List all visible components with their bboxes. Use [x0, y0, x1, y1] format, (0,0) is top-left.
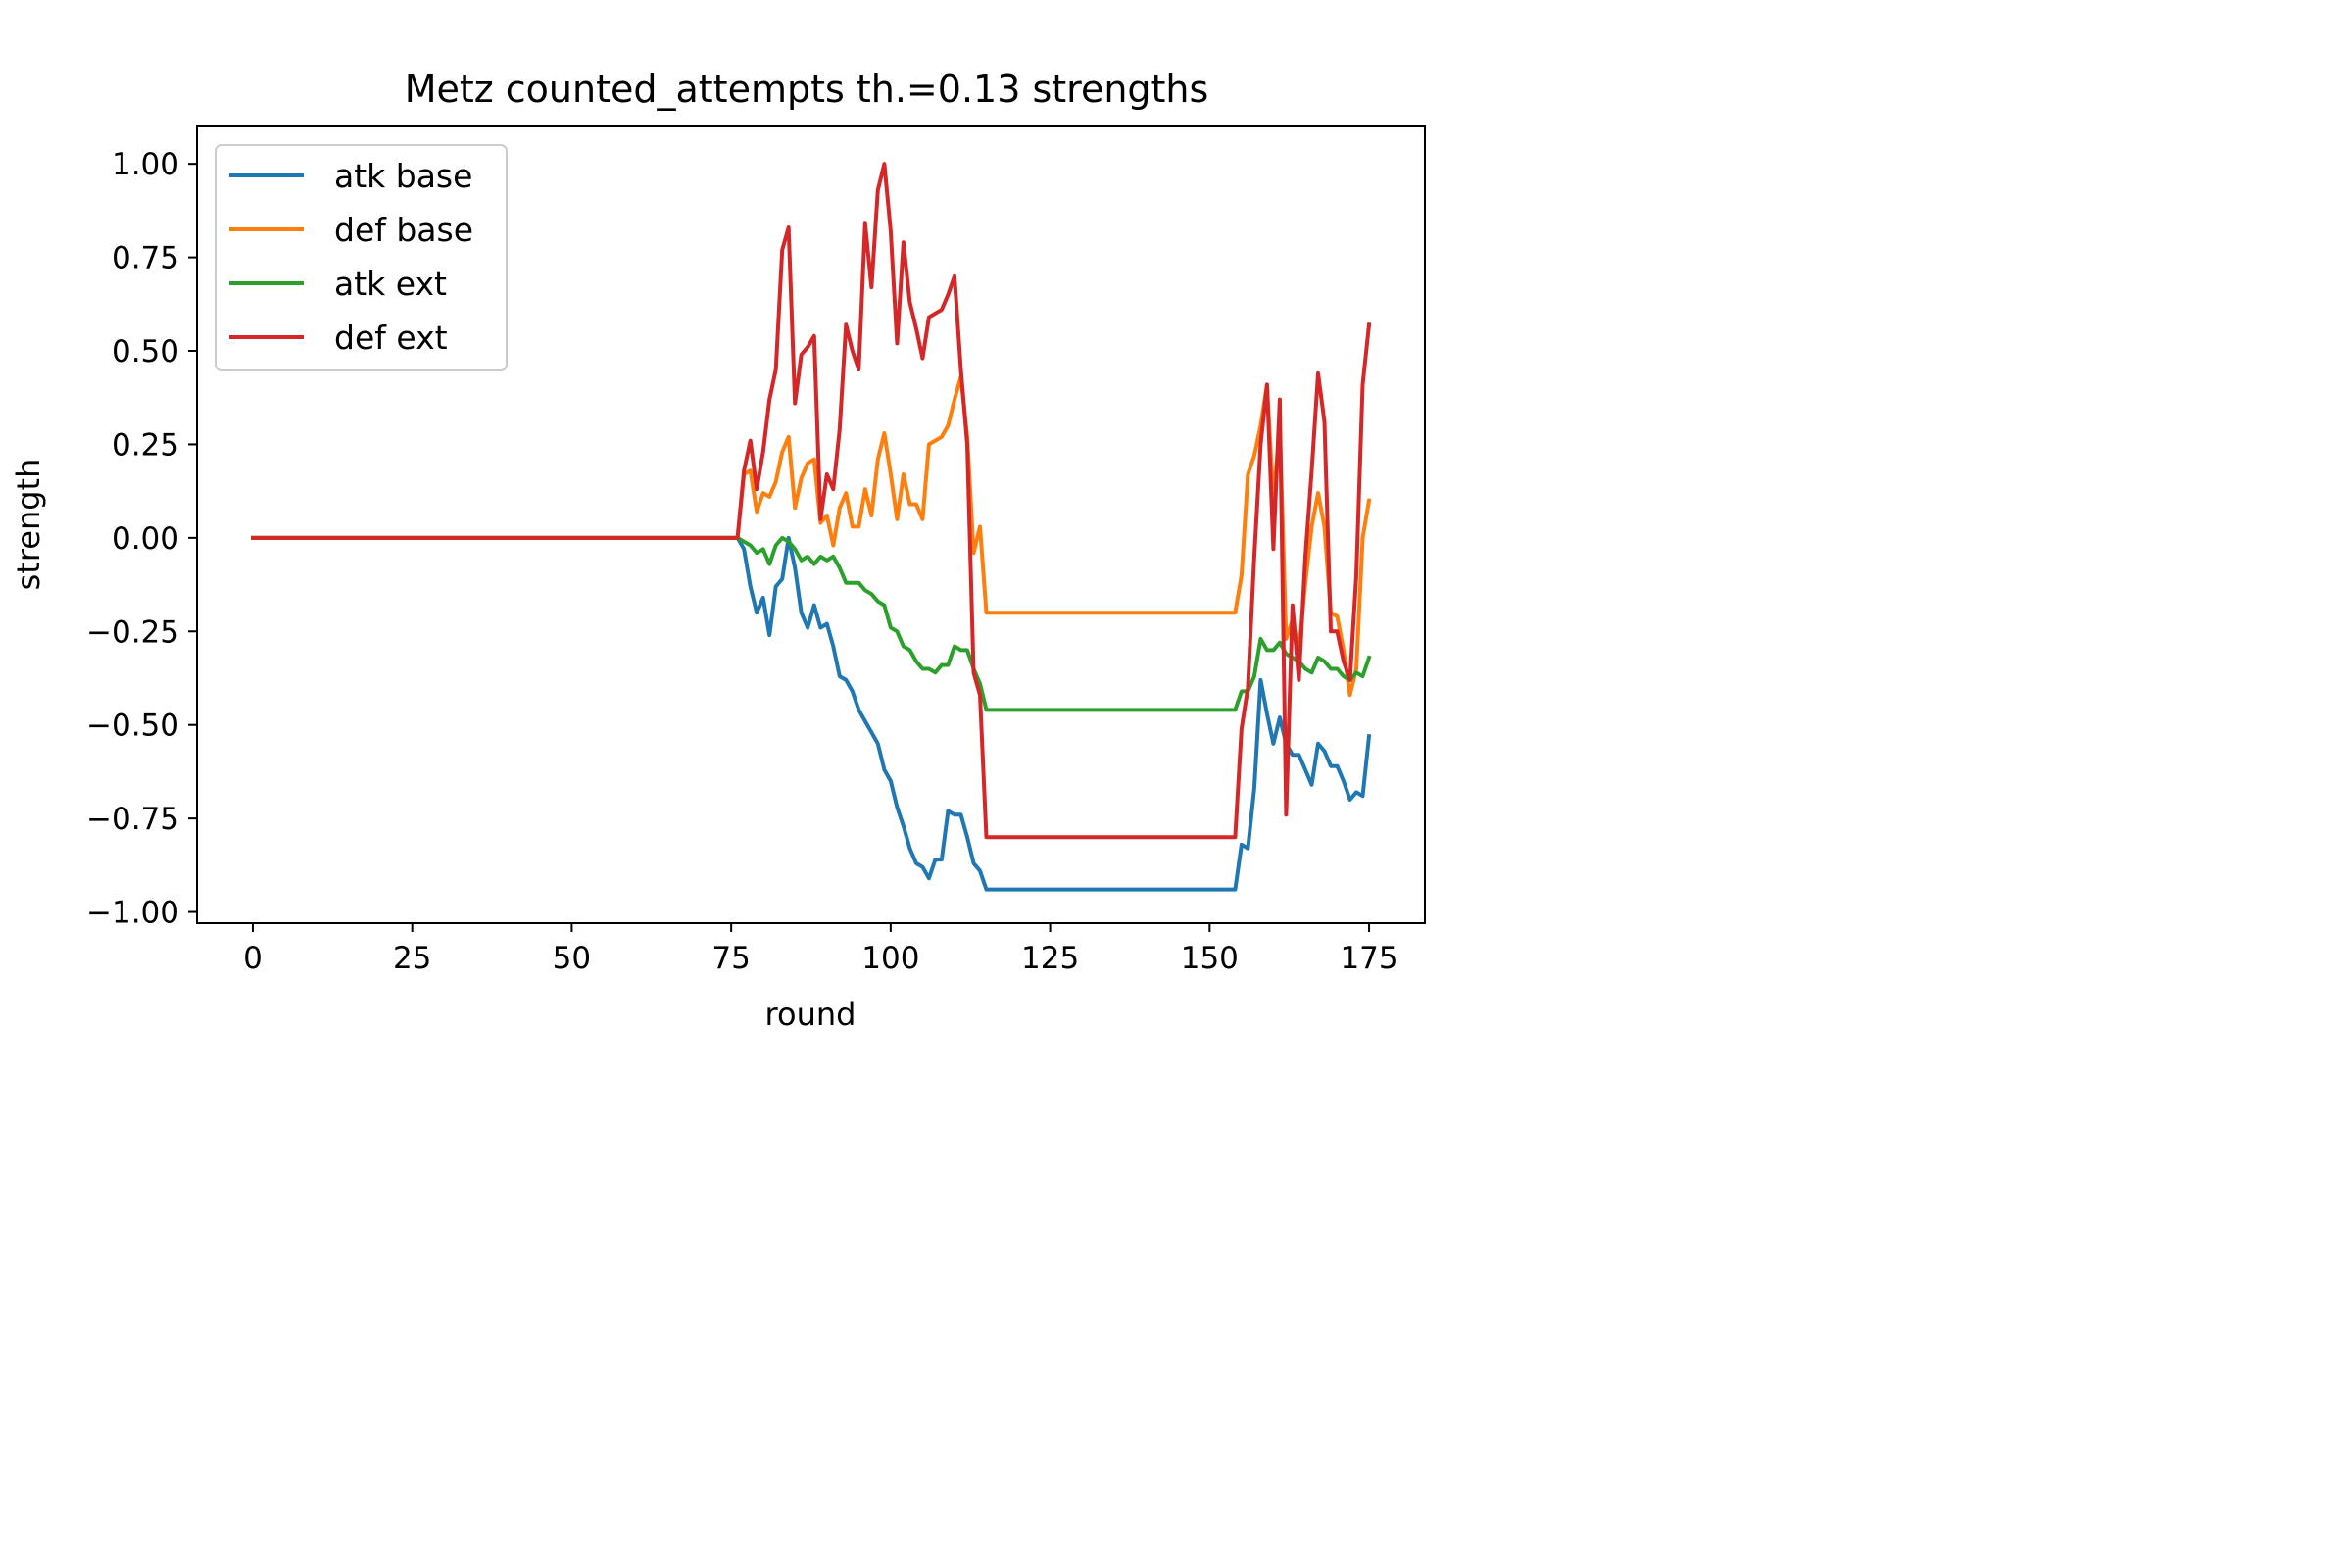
x-tick-label: 0: [243, 941, 263, 976]
chart-figure: Metz counted_attempts th.=0.13 strengths…: [0, 0, 1568, 1045]
x-tick-label: 75: [711, 941, 750, 976]
chart-title: Metz counted_attempts th.=0.13 strengths: [405, 68, 1209, 111]
x-axis-ticks: 0 25 50 75 100 125 150 175: [243, 923, 1398, 976]
y-axis-label: strength: [10, 459, 47, 591]
y-tick-label: 0.25: [112, 427, 179, 463]
x-tick-label: 175: [1340, 941, 1397, 976]
y-tick-label: −0.50: [86, 709, 179, 744]
x-tick-label: 100: [861, 941, 919, 976]
line-chart: Metz counted_attempts th.=0.13 strengths…: [0, 0, 1568, 1045]
x-tick-label: 125: [1021, 941, 1079, 976]
y-tick-label: 1.00: [112, 147, 179, 182]
plot-area: [251, 162, 1372, 892]
y-axis-ticks: 1.00 0.75 0.50 0.25 0.00 −0.25 −0.50 −0.75 −1.00: [86, 147, 197, 931]
series-line-atk-ext: [251, 535, 1372, 712]
series-line-atk-base: [251, 535, 1372, 892]
y-tick-label: 0.50: [112, 334, 179, 369]
x-tick-label: 50: [553, 941, 591, 976]
y-tick-label: −1.00: [86, 896, 179, 931]
series-line-def-ext: [251, 162, 1372, 840]
x-axis-label: round: [765, 996, 857, 1033]
legend-label: def ext: [334, 318, 448, 357]
axes-frame: [196, 125, 1426, 924]
y-tick-label: −0.75: [86, 802, 179, 837]
legend-label: atk base: [334, 157, 472, 195]
legend: atk base def base atk ext def ext: [215, 144, 508, 371]
legend-label: atk ext: [334, 265, 447, 303]
x-tick-label: 25: [393, 941, 431, 976]
y-tick-label: −0.25: [86, 614, 179, 650]
y-tick-label: 0.00: [112, 521, 179, 557]
x-tick-label: 150: [1181, 941, 1239, 976]
y-tick-label: 0.75: [112, 241, 179, 276]
legend-box: [215, 144, 508, 371]
legend-label: def base: [334, 211, 473, 249]
